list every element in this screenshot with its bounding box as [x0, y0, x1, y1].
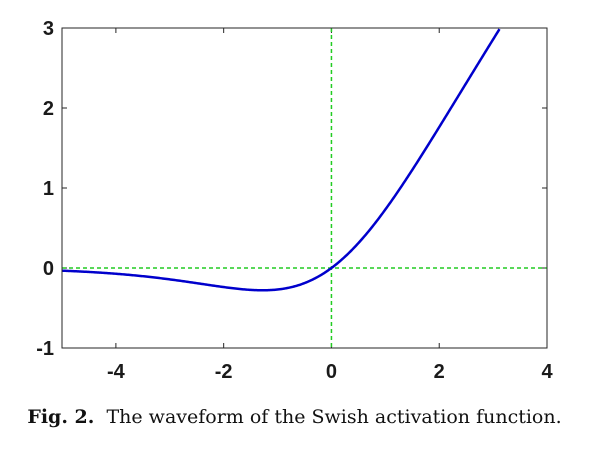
swish-chart: -4 -2 0 2 4 -1 0 1 2 3: [36, 18, 553, 383]
x-tick-label: 0: [326, 361, 337, 383]
y-tick-label: -1: [36, 338, 54, 360]
y-tick-label: 2: [43, 98, 54, 120]
plot-frame: [61, 27, 548, 349]
series-group: [61, 28, 501, 292]
x-tick-label: 4: [541, 361, 553, 383]
y-tick-label: 3: [43, 18, 54, 40]
reference-lines: [62, 28, 547, 348]
figure-caption: Fig. 2. The waveform of the Swish activa…: [0, 406, 589, 428]
figure-label: Fig. 2.: [27, 406, 95, 428]
x-tick-label: -4: [107, 361, 126, 383]
tick-labels: -4 -2 0 2 4 -1 0 1 2 3: [36, 18, 553, 383]
x-tick-label: -2: [215, 361, 233, 383]
y-tick-label: 1: [43, 178, 54, 200]
y-tick-label: 0: [43, 258, 54, 280]
plot-area: [62, 28, 547, 348]
swish-curve: [61, 28, 501, 292]
caption-text: The waveform of the Swish activation fun…: [106, 406, 562, 428]
x-tick-label: 2: [434, 361, 445, 383]
